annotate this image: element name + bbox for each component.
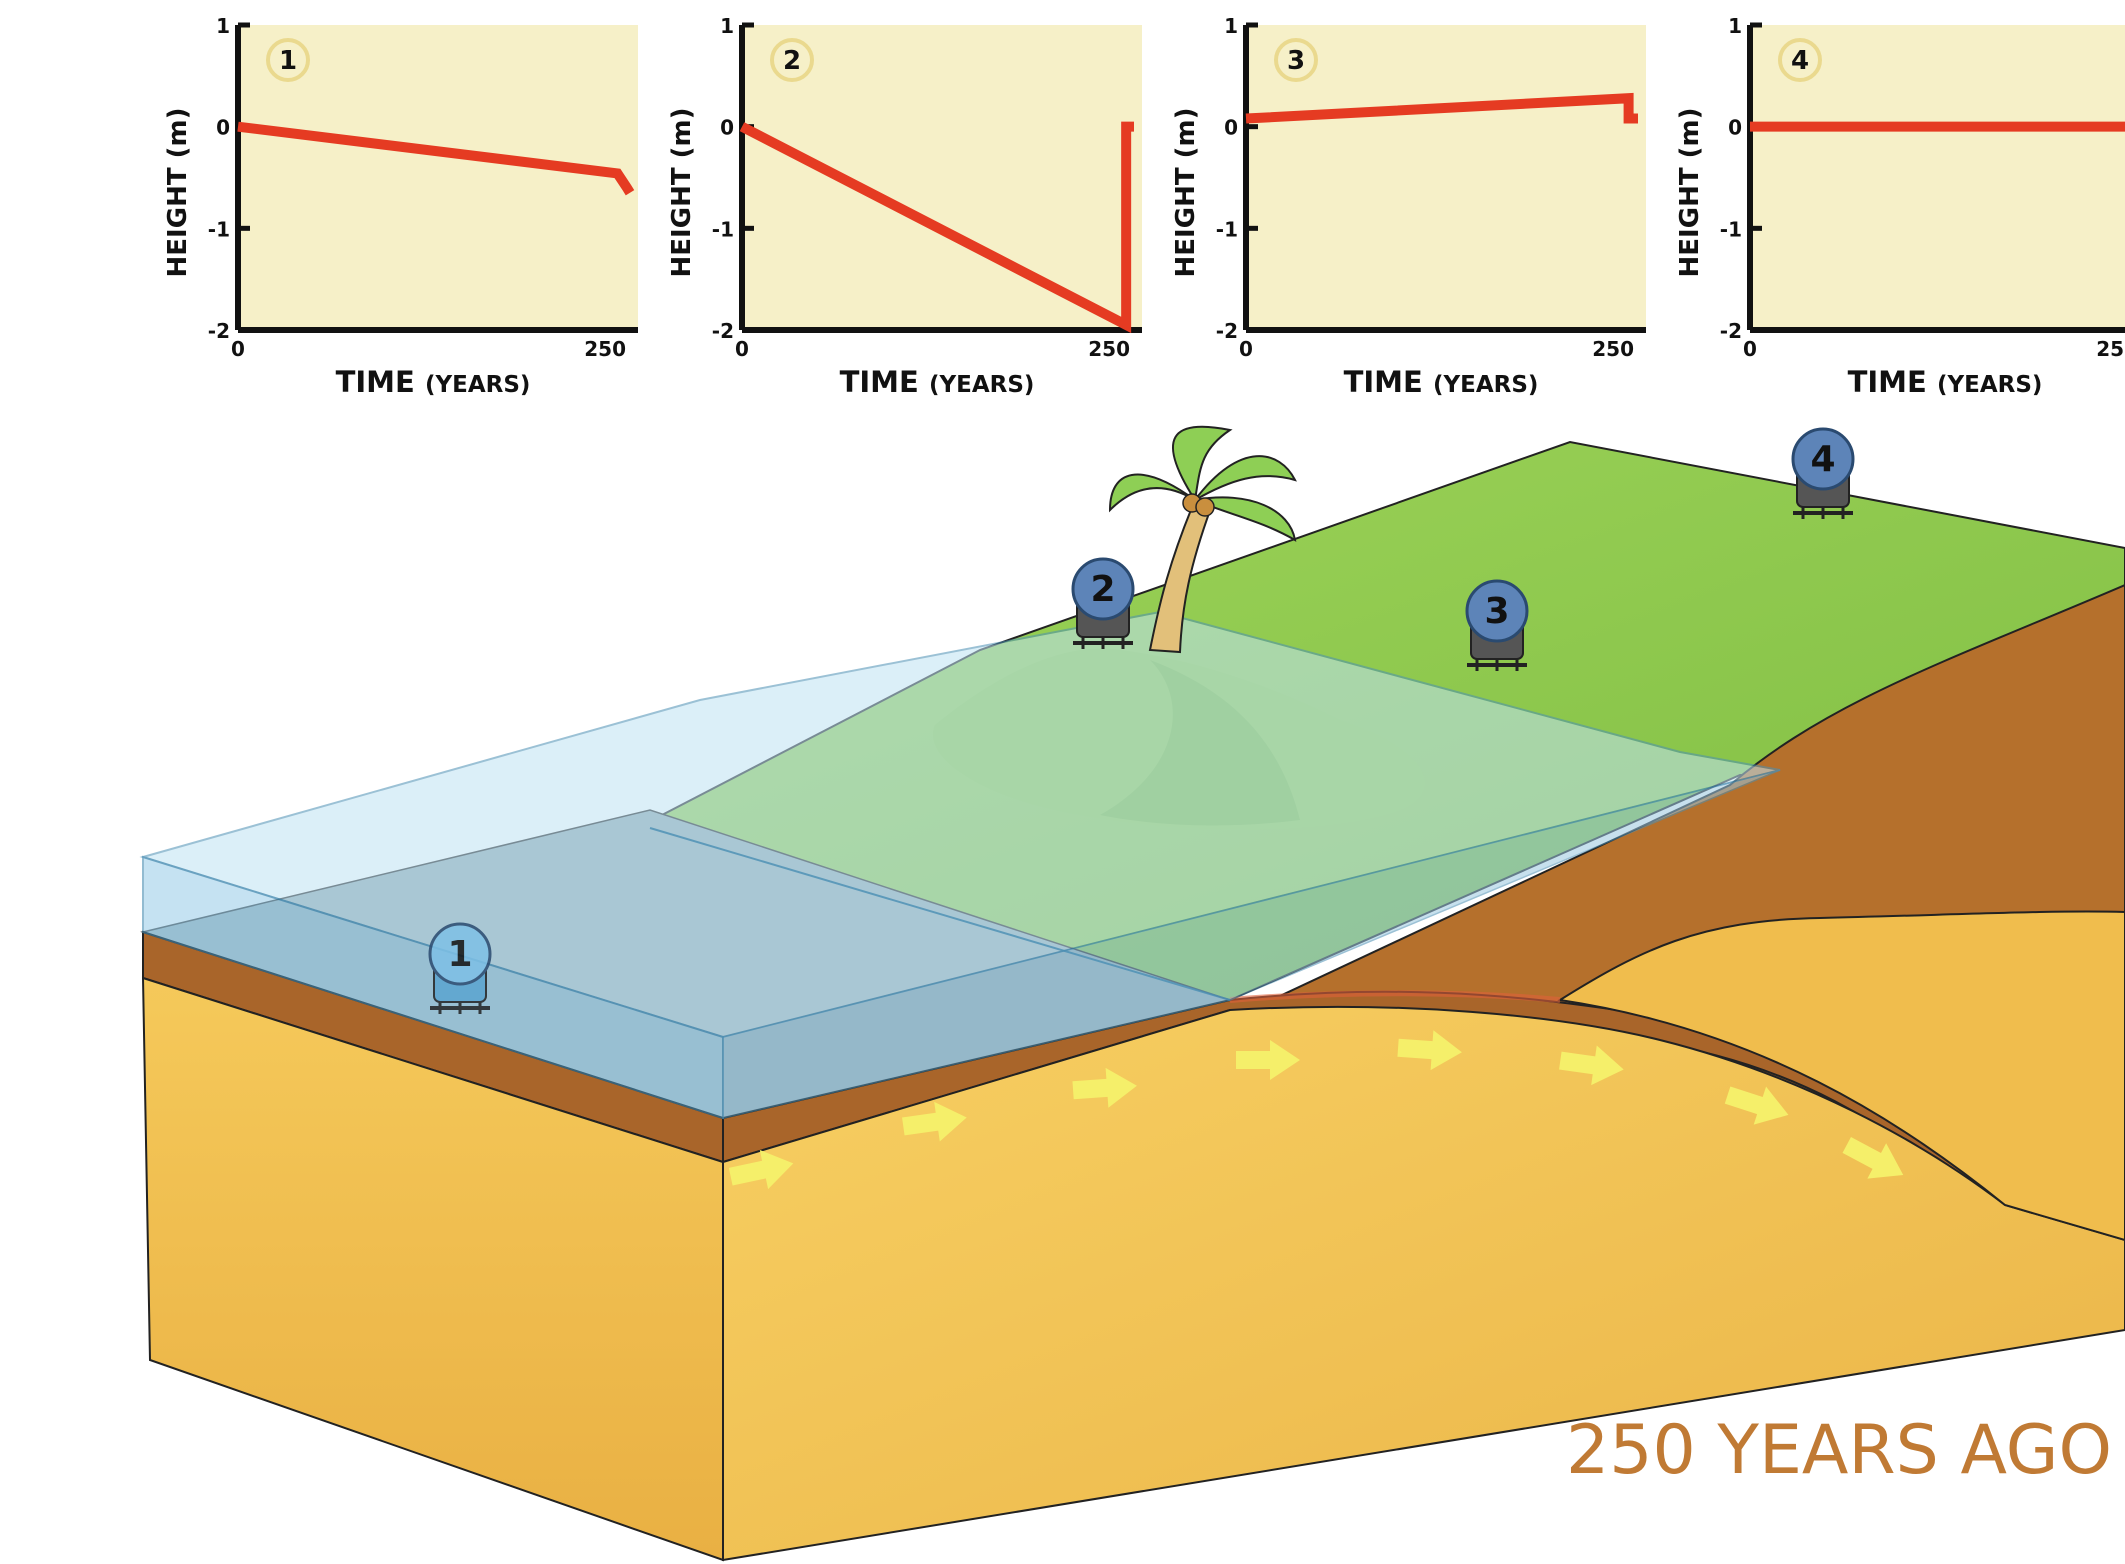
panel-badge — [770, 38, 814, 82]
station-dome — [1071, 557, 1135, 621]
x-tick-label: 250 — [1592, 337, 1634, 361]
y-tick-label: 0 — [720, 116, 734, 140]
motion-arrow — [1724, 1086, 1789, 1125]
series-line — [237, 121, 635, 196]
station-2: 2 — [1071, 557, 1135, 649]
x-axis-label: TIME (YEARS) — [336, 365, 531, 399]
panel-badge — [266, 38, 310, 82]
motion-arrow — [902, 1101, 967, 1142]
station-label: 4 — [1810, 439, 1835, 480]
panel-badge — [1778, 38, 1822, 82]
station-dome — [1465, 579, 1529, 643]
panel-label: 1 — [279, 46, 297, 76]
x-tick-label: 250 — [2096, 337, 2125, 361]
y-tick-label: 1 — [1728, 14, 1742, 38]
plot-area — [1246, 25, 1646, 330]
overriding-plate-wedge — [1557, 910, 2125, 1242]
x-tick-label: 250 — [584, 337, 626, 361]
x-axis-label: TIME (YEARS) — [1344, 365, 1539, 399]
x-tick-label: 0 — [231, 337, 245, 361]
y-tick-label: 1 — [216, 14, 230, 38]
plot-area — [742, 25, 1142, 330]
mantle-side — [722, 1005, 2125, 1562]
plate-motion-arrows — [728, 1030, 1904, 1190]
y-tick-label: -2 — [208, 319, 230, 343]
y-tick-label: -1 — [712, 217, 734, 241]
y-axis-label: HEIGHT (m) — [667, 108, 697, 278]
y-tick-label: -2 — [1216, 319, 1238, 343]
series-line — [739, 121, 1134, 334]
station-label: 1 — [447, 934, 472, 975]
motion-arrow — [1397, 1030, 1462, 1071]
station-4: 4 — [1791, 427, 1855, 519]
x-tick-label: 0 — [1743, 337, 1757, 361]
station-label: 3 — [1484, 591, 1509, 632]
motion-arrow — [728, 1150, 794, 1190]
y-axis-label: HEIGHT (m) — [1675, 108, 1705, 278]
panel-label: 4 — [1791, 46, 1809, 76]
station-dome — [1791, 427, 1855, 491]
y-tick-label: -2 — [1720, 319, 1742, 343]
y-tick-label: 0 — [1728, 116, 1742, 140]
x-tick-label: 0 — [1239, 337, 1253, 361]
y-tick-label: -2 — [712, 319, 734, 343]
y-tick-label: 1 — [1224, 14, 1238, 38]
y-tick-label: 0 — [1224, 116, 1238, 140]
x-axis-label: TIME (YEARS) — [840, 365, 1035, 399]
y-tick-label: 0 — [216, 116, 230, 140]
x-tick-label: 250 — [1088, 337, 1130, 361]
plot-area — [238, 25, 638, 330]
gps-stations: 1 2 3 4 — [428, 427, 1855, 1014]
motion-arrow — [1559, 1045, 1624, 1086]
panel-label: 2 — [783, 46, 801, 76]
panel-label: 3 — [1287, 46, 1305, 76]
station-label: 2 — [1090, 569, 1115, 610]
time-caption: 250 YEARS AGO — [1566, 1411, 2112, 1490]
y-tick-label: 1 — [720, 14, 734, 38]
y-tick-label: -1 — [1216, 217, 1238, 241]
motion-arrow — [1236, 1040, 1300, 1080]
palm-tree — [1108, 425, 1297, 654]
motion-arrow — [1072, 1067, 1137, 1108]
y-tick-label: -1 — [208, 217, 230, 241]
locked-zone — [1229, 990, 1561, 1003]
shelf-edge — [649, 827, 1231, 1001]
x-tick-label: 0 — [735, 337, 749, 361]
station-3: 3 — [1465, 579, 1529, 671]
y-tick-label: -1 — [1720, 217, 1742, 241]
motion-arrow — [1842, 1137, 1904, 1179]
station-1: 1 — [428, 922, 492, 1014]
panel-badge — [1274, 38, 1318, 82]
station-dome — [428, 922, 492, 986]
y-axis-label: HEIGHT (m) — [1171, 108, 1201, 278]
y-axis-label: HEIGHT (m) — [163, 108, 193, 278]
series-line — [1245, 92, 1638, 124]
x-axis-label: TIME (YEARS) — [1848, 365, 2043, 399]
